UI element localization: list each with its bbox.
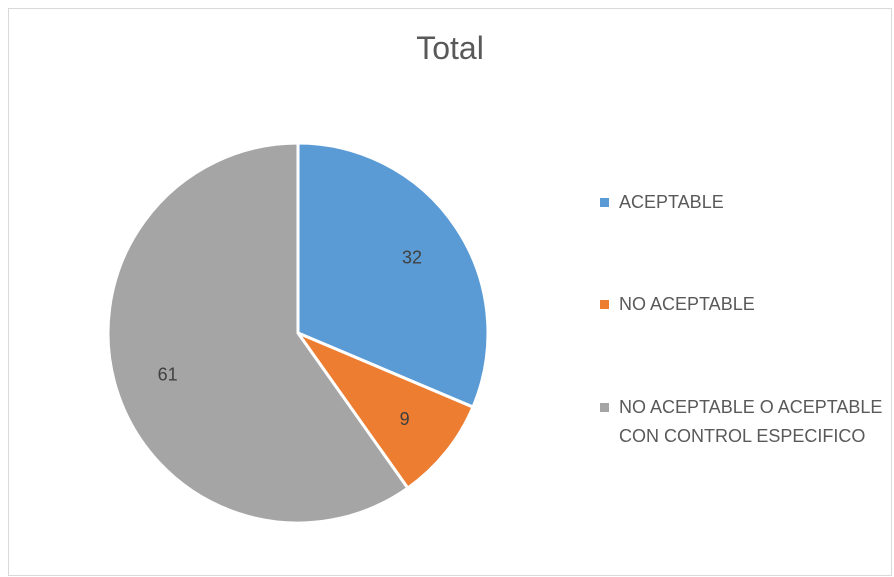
chart-title: Total xyxy=(416,30,484,66)
legend-label-aceptable: ACEPTABLE xyxy=(619,192,724,212)
pie-slice-no-aceptable-o-aceptable xyxy=(106,141,410,525)
data-label-no-aceptable: 9 xyxy=(400,409,410,429)
data-label-aceptable: 32 xyxy=(402,247,422,267)
legend-swatch-no-aceptable-o-aceptable xyxy=(600,403,609,412)
legend-item-aceptable: ACEPTABLE xyxy=(600,188,889,217)
pie-slice-no-aceptable xyxy=(293,329,475,491)
legend-item-no-aceptable: NO ACEPTABLE xyxy=(600,290,889,319)
legend-label-no-aceptable-o-aceptable: NO ACEPTABLE O ACEPTABLE CON CONTROL ESP… xyxy=(619,397,883,446)
legend-swatch-no-aceptable xyxy=(600,300,609,309)
legend-label-no-aceptable: NO ACEPTABLE xyxy=(619,294,755,314)
data-label-no-aceptable-o-aceptable: 61 xyxy=(158,364,178,384)
legend-swatch-aceptable xyxy=(600,198,609,207)
legend-item-no-aceptable-o-aceptable: NO ACEPTABLE O ACEPTABLE CON CONTROL ESP… xyxy=(600,393,889,451)
pie-slice-aceptable xyxy=(296,141,490,410)
